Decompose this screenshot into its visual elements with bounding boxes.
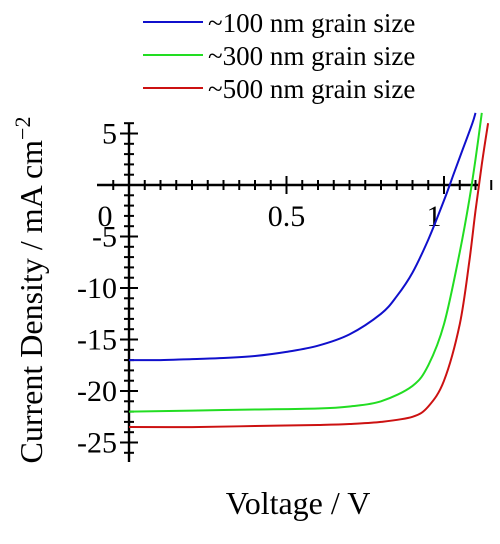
series-line-3 — [128, 123, 490, 429]
axes: 0 0.5 1 5-5-10-15-20-25 — [77, 118, 493, 462]
x-ticks: 0 0.5 1 — [98, 176, 493, 233]
legend-label: ~500 nm grain size — [208, 74, 415, 104]
y-axis-label-exponent: −2 — [10, 117, 35, 140]
y-axis-label-text: Current Density / mA cm — [13, 140, 49, 464]
legend: ~100 nm grain size~300 nm grain size~500… — [143, 8, 415, 104]
legend-label: ~300 nm grain size — [208, 41, 415, 71]
y-tick-label: -10 — [77, 272, 117, 305]
y-ticks: 5 -5 -10 -15 -20 -25 — [77, 118, 138, 460]
y-axis-label: Current Density / mA cm−2 — [10, 117, 49, 464]
y-tick-label: 5 — [102, 118, 117, 151]
y-tick-label: -20 — [77, 375, 117, 408]
x-tick-label: 0 — [98, 200, 113, 233]
x-tick-label: 1 — [427, 200, 442, 233]
legend-label: ~100 nm grain size — [208, 8, 415, 38]
y-tick-label: -25 — [77, 427, 117, 460]
x-tick-label: 0.5 — [268, 200, 306, 233]
y-tick-label: -5 — [92, 221, 117, 254]
x-axis-label: Voltage / V — [226, 485, 371, 521]
series-line-1 — [128, 112, 477, 362]
y-tick-label: -15 — [77, 324, 117, 357]
series-group — [128, 112, 490, 429]
series-line-2 — [128, 112, 483, 413]
